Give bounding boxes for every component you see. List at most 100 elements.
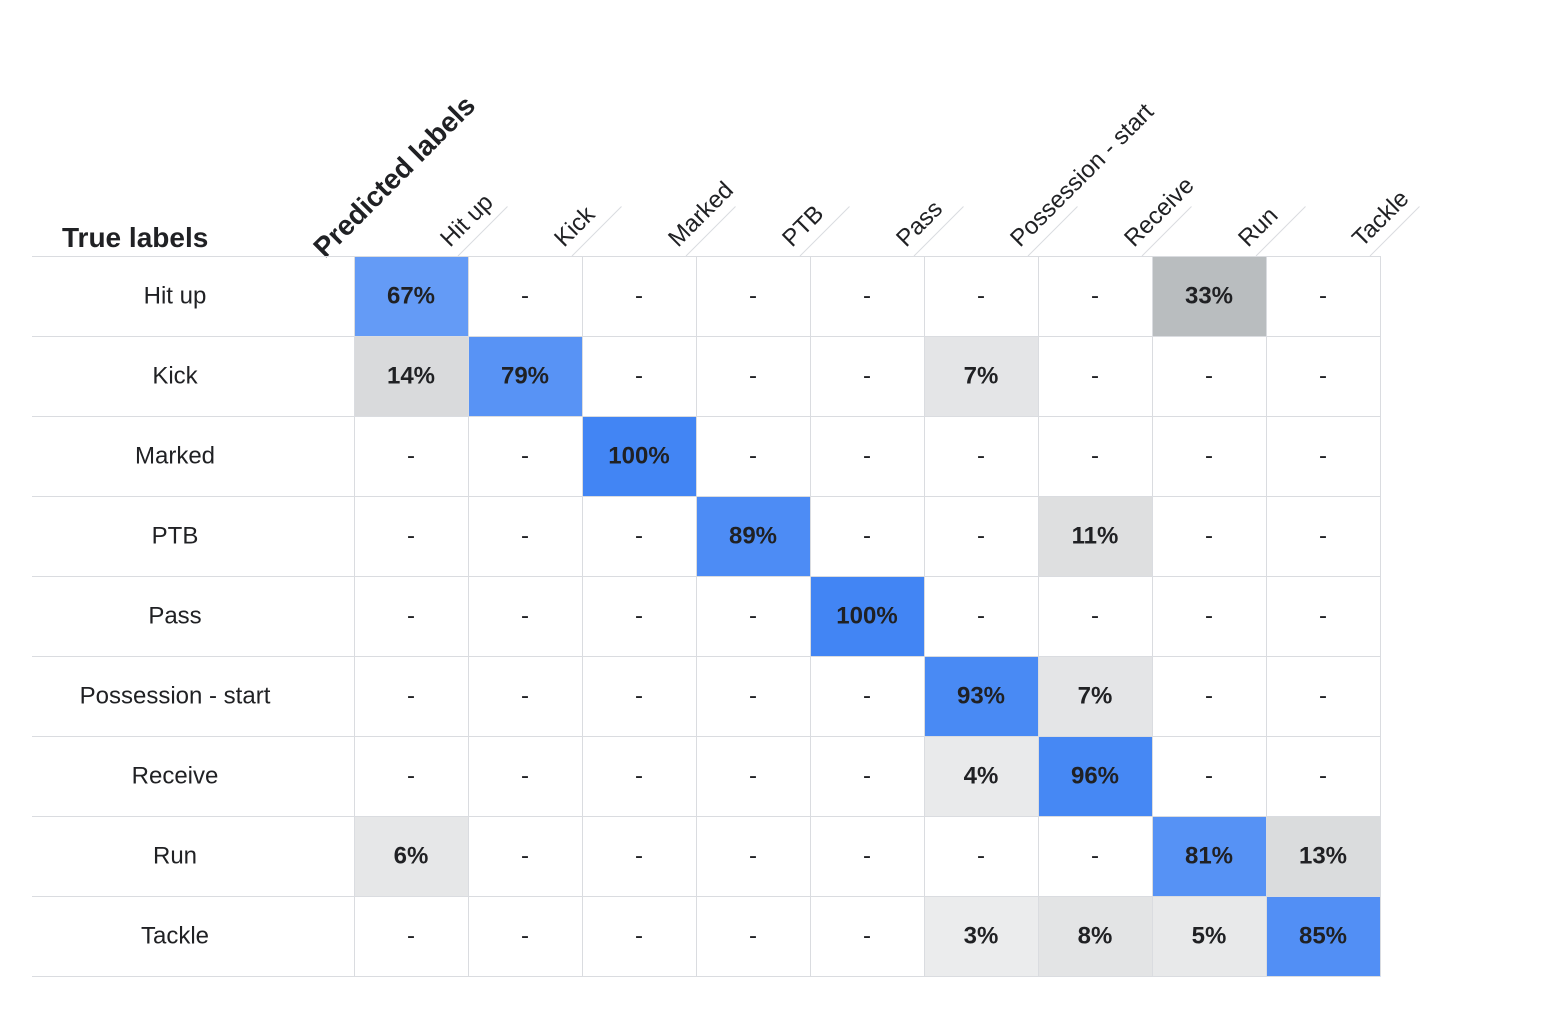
column-label-guide	[571, 206, 622, 256]
cell-value: 100%	[836, 603, 897, 630]
cell-empty: -	[521, 763, 529, 790]
cell-empty: -	[977, 283, 985, 310]
cell-empty: -	[521, 923, 529, 950]
row-label: Pass	[148, 603, 201, 630]
cell-empty: -	[977, 603, 985, 630]
cell-empty: -	[749, 283, 757, 310]
column-label: Kick	[549, 200, 601, 252]
cell-misclassified	[924, 736, 1039, 817]
column-label-guide	[1369, 206, 1420, 256]
column-label: Receive	[1119, 172, 1199, 252]
cell-value: 13%	[1299, 843, 1347, 870]
cell-empty: -	[1319, 283, 1327, 310]
column-label-guide	[685, 206, 736, 256]
cell-empty: -	[863, 683, 871, 710]
cell-empty: -	[749, 683, 757, 710]
cell-value: 100%	[608, 443, 669, 470]
matrix-svg: Hit up 67% - - - - - - 33% - Kick 14% 79% - - - 7% - - - Mar…	[32, 256, 1381, 977]
cell-misclassified	[1266, 816, 1381, 897]
cell-correct	[924, 656, 1039, 737]
cell-value: 6%	[394, 843, 429, 870]
cell-empty: -	[635, 843, 643, 870]
cell-empty: -	[635, 603, 643, 630]
cell-empty: -	[977, 843, 985, 870]
true-labels-axis-title: True labels	[62, 222, 209, 253]
cell-misclassified	[924, 336, 1039, 417]
row-label: Marked	[135, 443, 215, 470]
cell-empty: -	[521, 523, 529, 550]
cell-correct	[582, 416, 697, 497]
cell-empty: -	[1091, 363, 1099, 390]
cell-empty: -	[521, 603, 529, 630]
cell-misclassified	[924, 896, 1039, 977]
row-label: PTB	[152, 523, 199, 550]
cell-empty: -	[863, 923, 871, 950]
cell-empty: -	[1205, 363, 1213, 390]
cell-empty: -	[635, 363, 643, 390]
cell-empty: -	[863, 843, 871, 870]
cell-empty: -	[863, 443, 871, 470]
cell-value: 33%	[1185, 283, 1233, 310]
cell-empty: -	[977, 523, 985, 550]
row-label: Possession - start	[80, 683, 271, 710]
cell-empty: -	[521, 843, 529, 870]
cell-empty: -	[1205, 523, 1213, 550]
cell-empty: -	[1319, 523, 1327, 550]
cell-empty: -	[863, 523, 871, 550]
cell-correct	[810, 576, 925, 657]
cell-correct	[1266, 896, 1381, 977]
cell-value: 67%	[387, 283, 435, 310]
cell-empty: -	[1205, 683, 1213, 710]
cell-empty: -	[407, 923, 415, 950]
cell-empty: -	[749, 923, 757, 950]
cell-empty: -	[749, 843, 757, 870]
cell-correct	[468, 336, 583, 417]
cell-empty: -	[1205, 603, 1213, 630]
cell-empty: -	[521, 683, 529, 710]
cell-empty: -	[1205, 443, 1213, 470]
cell-correct	[1038, 736, 1153, 817]
cell-correct	[1152, 816, 1267, 897]
cell-value: 7%	[964, 363, 999, 390]
column-label-guide	[1027, 206, 1078, 256]
cell-empty: -	[635, 763, 643, 790]
row-label: Run	[153, 843, 197, 870]
cell-misclassified	[354, 816, 469, 897]
cell-empty: -	[407, 683, 415, 710]
cell-empty: -	[1319, 683, 1327, 710]
column-label-guide	[799, 206, 850, 256]
cell-empty: -	[1205, 763, 1213, 790]
cell-empty: -	[521, 443, 529, 470]
cell-empty: -	[977, 443, 985, 470]
cell-empty: -	[1319, 603, 1327, 630]
cell-empty: -	[749, 363, 757, 390]
cell-value: 11%	[1072, 523, 1119, 550]
column-label: Hit up	[435, 189, 498, 252]
cell-misclassified	[1152, 256, 1267, 337]
cell-empty: -	[1091, 443, 1099, 470]
cell-misclassified	[354, 336, 469, 417]
column-label: PTB	[777, 200, 829, 252]
cell-empty: -	[1091, 283, 1099, 310]
column-label: Pass	[891, 195, 948, 252]
cell-empty: -	[1091, 843, 1099, 870]
cell-value: 79%	[501, 363, 549, 390]
cell-empty: -	[1319, 363, 1327, 390]
cell-empty: -	[863, 763, 871, 790]
cell-empty: -	[407, 523, 415, 550]
cell-value: 4%	[964, 763, 999, 790]
column-label-guide	[1255, 206, 1306, 256]
cell-value: 8%	[1078, 923, 1113, 950]
row-label: Tackle	[141, 923, 209, 950]
cell-empty: -	[749, 763, 757, 790]
cell-value: 96%	[1071, 763, 1119, 790]
cell-empty: -	[407, 443, 415, 470]
cell-value: 3%	[964, 923, 999, 950]
cell-value: 85%	[1299, 923, 1347, 950]
cell-misclassified	[1038, 656, 1153, 737]
cell-value: 5%	[1192, 923, 1227, 950]
cell-empty: -	[635, 683, 643, 710]
cell-empty: -	[635, 523, 643, 550]
cell-empty: -	[749, 443, 757, 470]
